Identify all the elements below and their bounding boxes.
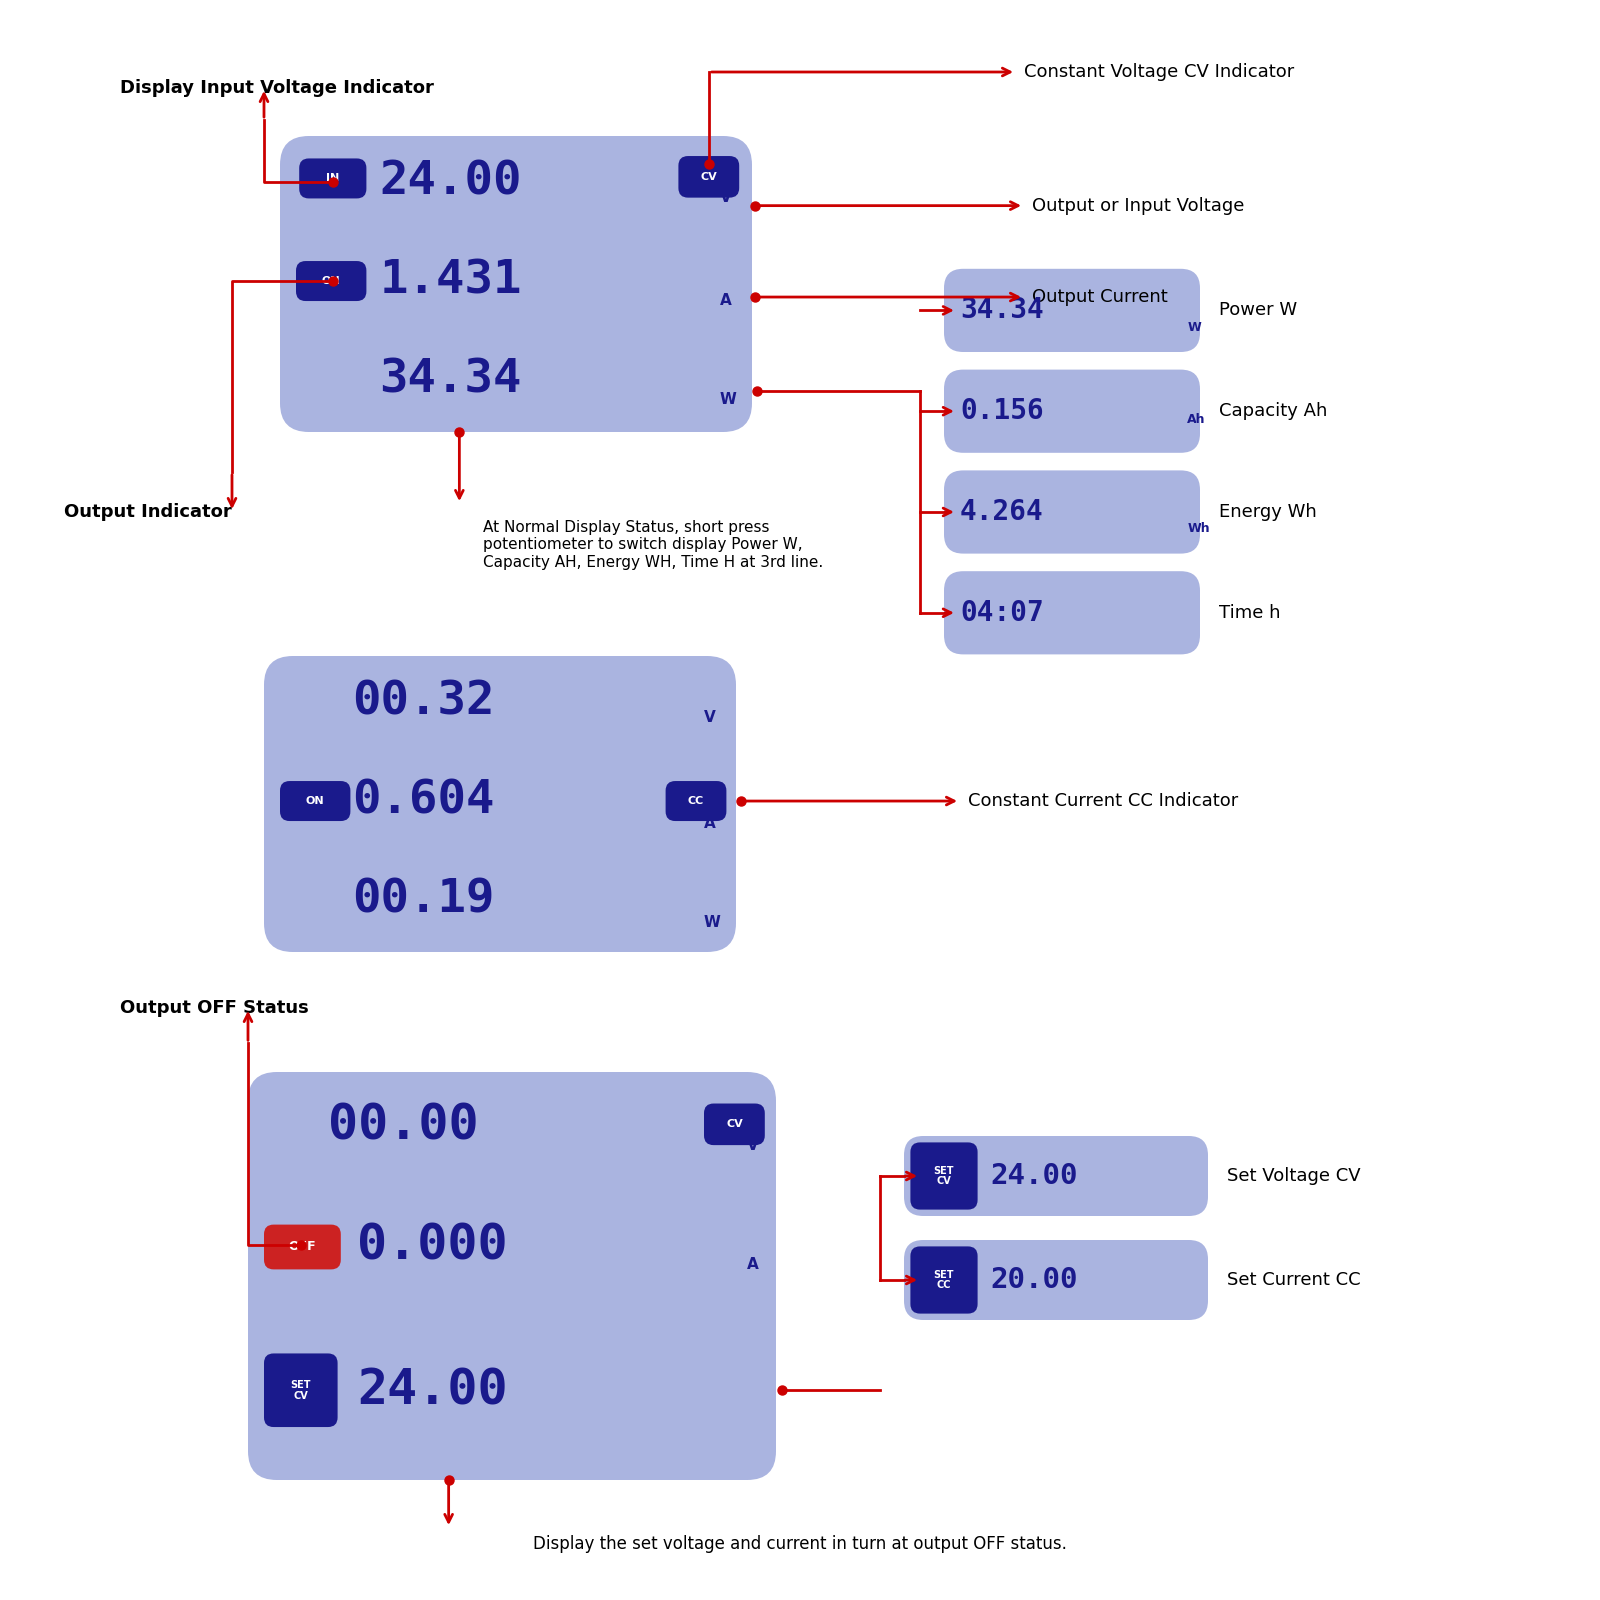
FancyBboxPatch shape — [944, 269, 1200, 352]
Text: 34.34: 34.34 — [379, 358, 522, 403]
FancyBboxPatch shape — [264, 656, 736, 952]
Text: Constant Current CC Indicator: Constant Current CC Indicator — [968, 792, 1238, 810]
Text: W: W — [704, 915, 722, 930]
Text: W: W — [1187, 320, 1202, 333]
Text: Set Voltage CV: Set Voltage CV — [1227, 1166, 1362, 1186]
FancyBboxPatch shape — [296, 261, 366, 301]
Text: A: A — [704, 816, 715, 830]
Text: Output OFF Status: Output OFF Status — [120, 998, 309, 1018]
FancyBboxPatch shape — [280, 136, 752, 432]
Text: 0.000: 0.000 — [357, 1221, 507, 1269]
Text: Output or Input Voltage: Output or Input Voltage — [1032, 197, 1245, 214]
Text: At Normal Display Status, short press
potentiometer to switch display Power W,
C: At Normal Display Status, short press po… — [483, 520, 824, 570]
Text: Time h: Time h — [1219, 603, 1280, 622]
Text: 00.00: 00.00 — [328, 1102, 478, 1150]
Text: Ah: Ah — [1187, 413, 1206, 426]
FancyBboxPatch shape — [264, 1354, 338, 1427]
FancyBboxPatch shape — [704, 1104, 765, 1146]
Text: 24.00: 24.00 — [379, 158, 522, 205]
FancyBboxPatch shape — [904, 1136, 1208, 1216]
Text: 24.00: 24.00 — [990, 1162, 1078, 1190]
Text: Power W: Power W — [1219, 301, 1298, 320]
Text: 00.32: 00.32 — [352, 678, 494, 725]
Text: 20.00: 20.00 — [990, 1266, 1078, 1294]
FancyBboxPatch shape — [904, 1240, 1208, 1320]
Text: W: W — [720, 392, 738, 406]
FancyBboxPatch shape — [944, 470, 1200, 554]
Text: Display Input Voltage Indicator: Display Input Voltage Indicator — [120, 78, 434, 98]
Text: CC: CC — [688, 797, 704, 806]
Text: Output Indicator: Output Indicator — [64, 502, 232, 522]
FancyBboxPatch shape — [264, 1224, 341, 1269]
FancyBboxPatch shape — [299, 158, 366, 198]
Text: CV: CV — [726, 1120, 742, 1130]
Text: SET
CV: SET CV — [291, 1379, 310, 1400]
Text: Set Current CC: Set Current CC — [1227, 1270, 1362, 1290]
Text: 4.264: 4.264 — [960, 498, 1043, 526]
Text: Capacity Ah: Capacity Ah — [1219, 402, 1328, 421]
FancyBboxPatch shape — [944, 571, 1200, 654]
Text: Constant Voltage CV Indicator: Constant Voltage CV Indicator — [1024, 62, 1294, 82]
Text: 1.431: 1.431 — [379, 259, 522, 304]
FancyBboxPatch shape — [944, 370, 1200, 453]
Text: 0.156: 0.156 — [960, 397, 1043, 426]
FancyBboxPatch shape — [910, 1142, 978, 1210]
Text: A: A — [747, 1258, 758, 1272]
FancyBboxPatch shape — [666, 781, 726, 821]
Text: Wh: Wh — [1187, 522, 1210, 534]
Text: CV: CV — [701, 171, 717, 182]
Text: V: V — [704, 710, 715, 725]
Text: 24.00: 24.00 — [357, 1366, 507, 1414]
FancyBboxPatch shape — [280, 781, 350, 821]
FancyBboxPatch shape — [678, 157, 739, 198]
Text: Display the set voltage and current in turn at output OFF status.: Display the set voltage and current in t… — [533, 1534, 1067, 1554]
Text: ON: ON — [322, 277, 341, 286]
Text: V: V — [747, 1138, 758, 1152]
Text: 34.34: 34.34 — [960, 296, 1043, 325]
Text: Energy Wh: Energy Wh — [1219, 502, 1317, 522]
Text: OFF: OFF — [288, 1240, 317, 1253]
Text: 00.19: 00.19 — [352, 878, 494, 923]
FancyBboxPatch shape — [248, 1072, 776, 1480]
Text: SET
CV: SET CV — [934, 1165, 954, 1187]
Text: V: V — [720, 190, 731, 205]
FancyBboxPatch shape — [910, 1246, 978, 1314]
Text: IN: IN — [326, 173, 339, 184]
Text: 04:07: 04:07 — [960, 598, 1043, 627]
Text: Output Current: Output Current — [1032, 288, 1168, 306]
Text: 0.604: 0.604 — [352, 779, 494, 824]
Text: ON: ON — [306, 797, 325, 806]
Text: A: A — [720, 293, 731, 307]
Text: SET
CC: SET CC — [934, 1270, 954, 1290]
